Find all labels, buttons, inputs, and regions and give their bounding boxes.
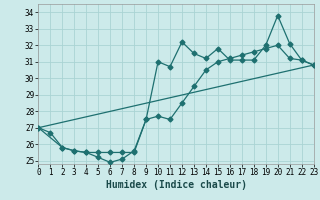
X-axis label: Humidex (Indice chaleur): Humidex (Indice chaleur) [106,180,246,190]
